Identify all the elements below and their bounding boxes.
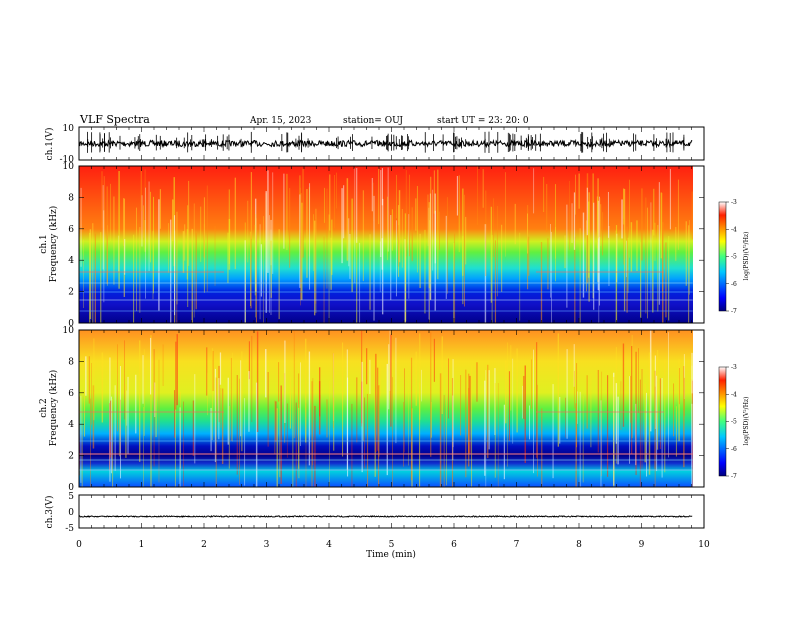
x-tick-label: 9 [639, 540, 645, 550]
colorbar-tick-label: -6 [731, 446, 737, 453]
colorbar-tick-label: -3 [731, 364, 737, 371]
x-tick-label: 8 [576, 540, 582, 550]
x-tick-label: 10 [698, 540, 710, 550]
ch1-ylabel: ch.1(V) [44, 128, 55, 161]
ch2-spectrogram-streaks [78, 330, 693, 487]
figure-title: VLF Spectra [79, 113, 150, 126]
ch2-spectrogram-yticks: 0 2 4 6 8 10 [63, 326, 704, 493]
colorbar-tick-label: -5 [731, 419, 737, 426]
ch2-colorbar: -3 -4 -5 -6 -7 log(PSD)(V²/Hz) [718, 364, 750, 480]
x-tick-label: 1 [139, 540, 145, 550]
ch1-colorbar: -3 -4 -5 -6 -7 log(PSD)(V²/Hz) [718, 199, 750, 315]
start-time-label: start UT = 23: 20: 0 [437, 116, 529, 126]
y-tick-label: 6 [68, 389, 74, 399]
ch1-ytick-bottom: -10 [60, 155, 75, 165]
time-axis-label: Time (min) [366, 549, 416, 560]
y-tick-label: 6 [68, 225, 74, 235]
ch1-spectrogram-yticks: 0 2 4 6 8 10 [63, 162, 704, 329]
x-tick-label: 5 [389, 540, 395, 550]
ch1-waveform-trace [78, 131, 693, 153]
time-axis-labels: 0 1 2 3 4 5 6 7 8 9 10 [76, 540, 710, 550]
colorbar-tick-label: -3 [731, 199, 737, 206]
waveform-line [78, 514, 693, 518]
y-tick-label: 8 [68, 193, 74, 203]
ch2-spectrogram-panel: 0 2 4 6 8 10 ch.2 Frequency (kHz) [39, 326, 705, 493]
ch2-colorbar-label: log(PSD)(V²/Hz) [743, 397, 750, 446]
ch3-ylabel: ch.3(V) [44, 496, 55, 529]
x-tick-label: 0 [76, 540, 82, 550]
time-axis-ticks [78, 127, 705, 528]
ch2-spec-ylabel-frequency: Frequency (kHz) [48, 370, 59, 447]
waveform-line [78, 138, 693, 149]
ch1-colorbar-ticks: -3 -4 -5 -6 -7 [726, 199, 737, 315]
y-tick-label: 10 [63, 326, 75, 336]
colorbar-tick-label: -4 [731, 391, 737, 398]
x-tick-label: 7 [514, 540, 520, 550]
ch3-waveform-panel: 5 0 -5 ch.3(V) [44, 492, 705, 534]
y-tick-label: 0 [68, 483, 74, 493]
ch1-spectrogram-image [79, 166, 693, 323]
x-tick-label: 2 [201, 540, 207, 550]
ch1-spectrogram-streaks [79, 166, 693, 323]
ch3-ytick-bottom: -5 [65, 524, 74, 534]
ch2-spec-ylabel-channel: ch.2 [39, 398, 49, 417]
colorbar-tick-label: -6 [731, 281, 737, 288]
y-tick-label: 4 [68, 256, 74, 266]
x-tick-label: 4 [326, 540, 332, 550]
colorbar-tick-label: -7 [731, 473, 737, 480]
x-tick-label: 6 [451, 540, 457, 550]
ch1-colorbar-label: log(PSD)(V²/Hz) [743, 232, 750, 281]
y-tick-label: 10 [63, 162, 75, 172]
ch3-ytick-top: 5 [68, 492, 74, 502]
ch1-waveform-panel: 10 -10 ch.1(V) [44, 124, 705, 165]
ch3-ytick-mid: 0 [68, 508, 74, 518]
y-tick-label: 0 [68, 319, 74, 329]
x-tick-label: 3 [264, 540, 270, 550]
ch3-waveform-trace [78, 514, 693, 518]
ch1-spec-ylabel-channel: ch.1 [39, 234, 49, 253]
colorbar-tick-label: -4 [731, 226, 737, 233]
station-label: station= OUJ [343, 116, 403, 126]
y-tick-label: 2 [68, 288, 74, 298]
ch1-spec-ylabel-frequency: Frequency (kHz) [48, 206, 59, 283]
y-tick-label: 8 [68, 357, 74, 367]
date-label: Apr. 15, 2023 [249, 116, 312, 126]
ch1-ytick-top: 10 [63, 124, 75, 134]
colorbar-tick-label: -5 [731, 254, 737, 261]
ch1-spectrogram-panel: 0 2 4 6 8 10 ch.1 Frequency (kHz) [39, 162, 705, 329]
y-tick-label: 2 [68, 452, 74, 462]
ch2-colorbar-ticks: -3 -4 -5 -6 -7 [726, 364, 737, 480]
colorbar-tick-label: -7 [731, 308, 737, 315]
y-tick-label: 4 [68, 420, 74, 430]
